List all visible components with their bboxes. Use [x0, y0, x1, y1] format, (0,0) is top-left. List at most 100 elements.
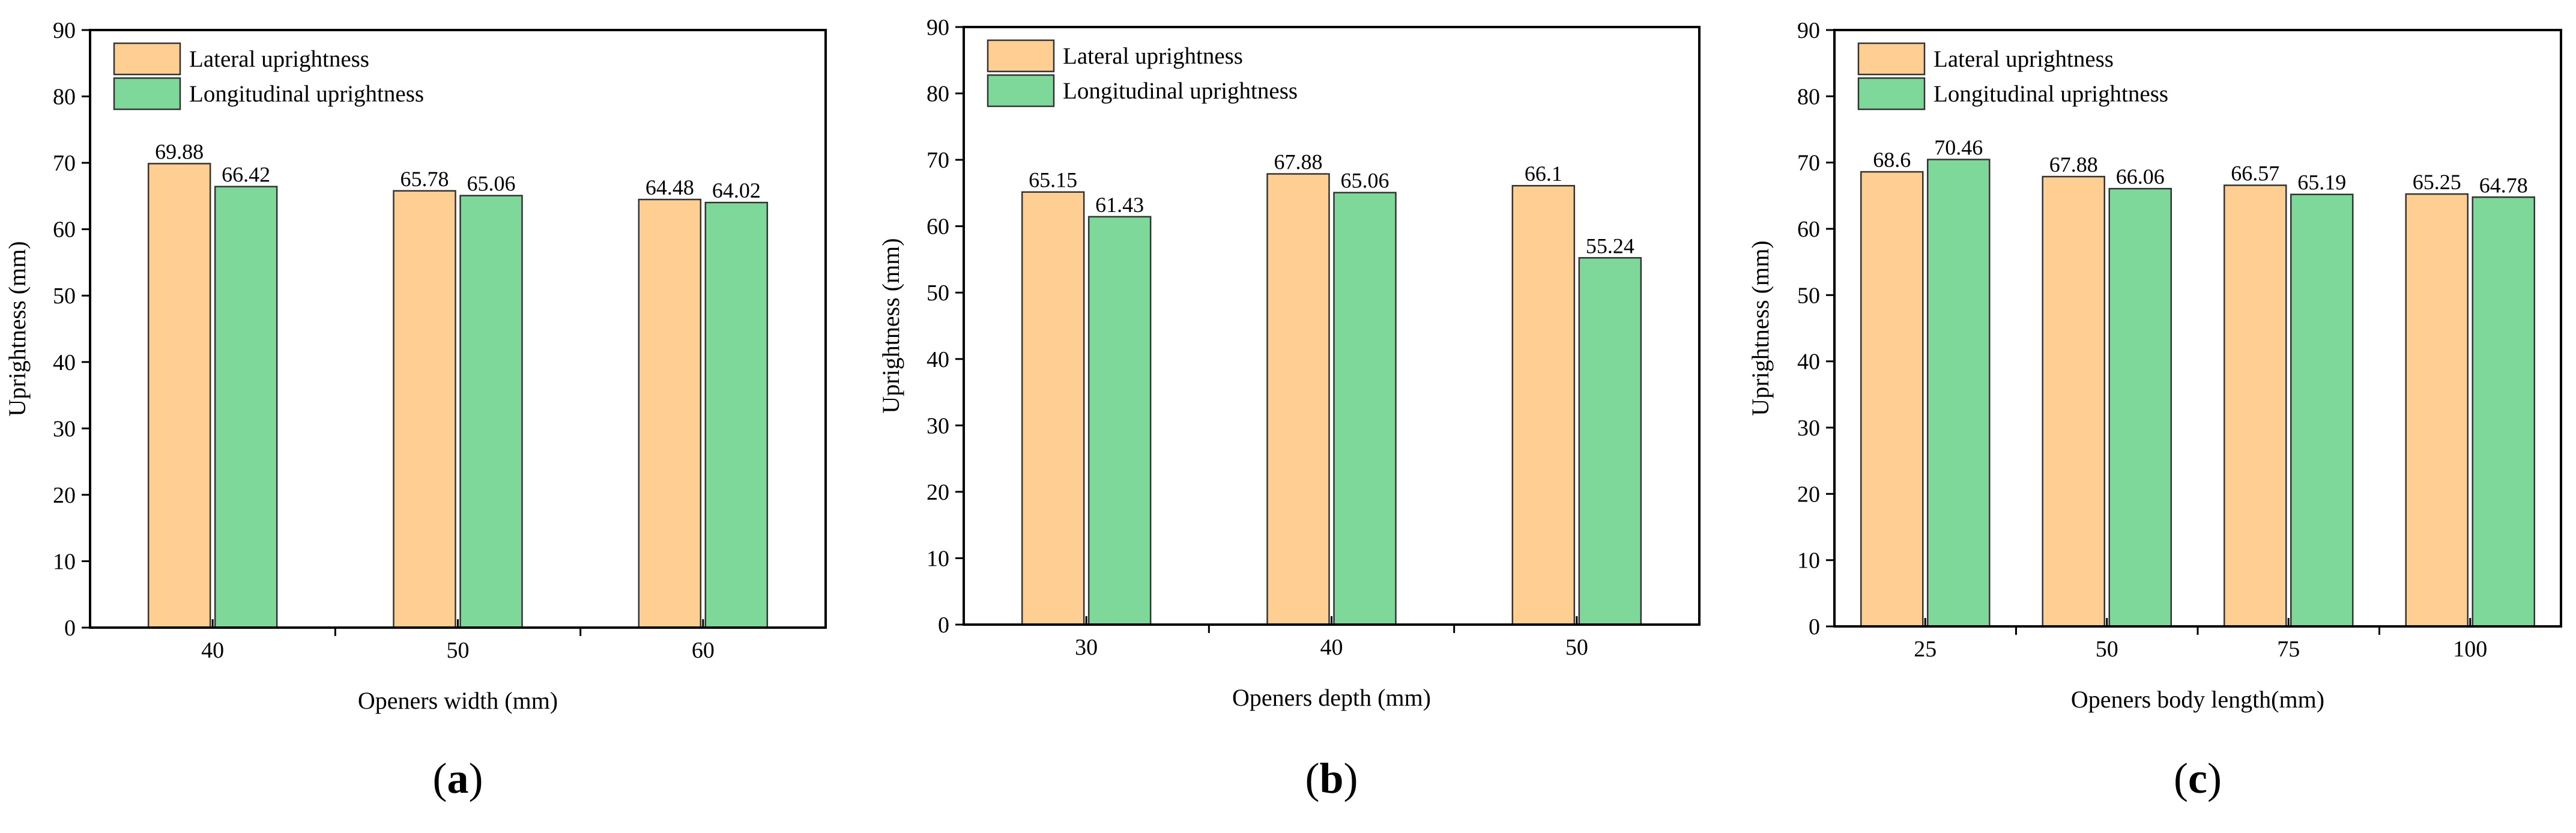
- y-tick-label: 50: [927, 280, 949, 306]
- bar-longitudinal-50: [2108, 187, 2172, 628]
- data-label: 65.06: [467, 172, 516, 196]
- y-tick-label: 60: [1797, 217, 1820, 242]
- y-tick-label: 90: [927, 15, 949, 40]
- x-axis-title: Openers width (mm): [358, 687, 558, 714]
- legend: Lateral uprightness Longitudinal uprightn…: [987, 39, 1298, 108]
- y-tick-label: 20: [927, 480, 949, 505]
- y-tick-label: 70: [53, 151, 76, 176]
- x-tick-label: 75: [2277, 637, 2300, 662]
- bar-longitudinal-60: [704, 201, 769, 629]
- bar-lateral-100: [2405, 193, 2469, 628]
- y-tick-label: 50: [53, 283, 76, 309]
- chart-panel-a: 69.88 65.78 64.48 66.42 65.06 64.02 0 10 20 30 40 5…: [4, 18, 827, 802]
- data-label: 67.88: [2049, 153, 2098, 177]
- x-tick-label: 50: [1565, 635, 1588, 660]
- legend-label: Lateral uprightness: [1934, 46, 2114, 72]
- legend-swatch-lateral: [1857, 42, 1926, 76]
- data-label: 65.25: [2413, 170, 2461, 194]
- x-tick-label: 30: [1075, 635, 1098, 660]
- y-tick-label: 60: [927, 214, 949, 240]
- data-label: 70.46: [1934, 136, 1983, 160]
- legend-label: Lateral uprightness: [189, 46, 369, 72]
- legend-label: Longitudinal uprightness: [1934, 81, 2168, 107]
- y-tick-label: 0: [64, 616, 76, 641]
- x-axis-title: Openers depth (mm): [1232, 684, 1431, 711]
- y-tick-label: 80: [53, 85, 76, 110]
- y-tick-label: 80: [927, 82, 949, 107]
- y-tick-label: 40: [1797, 350, 1820, 375]
- legend: Lateral uprightness Longitudinal uprightn…: [113, 42, 424, 111]
- y-tick-label: 70: [927, 148, 949, 173]
- bar-lateral-25: [1860, 171, 1924, 628]
- data-label: 55.24: [1586, 234, 1634, 258]
- bar-lateral-60: [638, 198, 702, 629]
- y-tick-label: 90: [53, 18, 76, 43]
- y-tick-label: 80: [1797, 84, 1820, 109]
- y-tick-label: 0: [938, 613, 949, 638]
- data-label: 64.48: [646, 175, 694, 199]
- data-label: 65.78: [401, 167, 449, 191]
- bar-lateral-40: [1266, 173, 1330, 626]
- y-tick-label: 0: [1809, 614, 1820, 640]
- chart-panel-c: 68.6 67.88 66.57 65.25 70.46 66.06 65.19 64.78 0…: [1747, 18, 2562, 802]
- bar-longitudinal-50: [1578, 257, 1642, 626]
- y-axis-title: Uprightness (mm): [877, 238, 904, 413]
- x-tick-label: 60: [692, 638, 715, 663]
- bar-lateral-50: [2042, 175, 2105, 628]
- y-tick-label: 90: [1797, 18, 1820, 43]
- x-tick-label: 40: [201, 638, 224, 663]
- bar-longitudinal-50: [459, 195, 523, 629]
- data-label: 66.42: [222, 163, 270, 187]
- legend-swatch-longitudinal: [1857, 77, 1926, 111]
- legend-label: Lateral uprightness: [1063, 43, 1243, 69]
- y-tick-label: 70: [1797, 151, 1820, 176]
- data-label: 67.88: [1274, 150, 1323, 174]
- bar-lateral-40: [147, 163, 211, 629]
- legend-swatch-lateral: [113, 42, 181, 76]
- y-tick-label: 20: [53, 483, 76, 508]
- legend-swatch-longitudinal: [987, 74, 1055, 108]
- data-label: 66.06: [2116, 165, 2165, 189]
- bar-longitudinal-30: [1087, 216, 1152, 626]
- chart-panel-b: 65.15 67.88 66.1 61.43 65.06 55.24 0 10 20 30 40 50…: [877, 15, 1701, 802]
- bar-longitudinal-25: [1927, 159, 1991, 628]
- bar-longitudinal-40: [214, 186, 278, 629]
- bar-lateral-50: [393, 190, 456, 629]
- y-tick-label: 40: [53, 350, 76, 375]
- y-tick-label: 10: [53, 549, 76, 574]
- legend: Lateral uprightness Longitudinal uprightn…: [1857, 42, 2168, 111]
- x-tick-label: 50: [2096, 637, 2118, 662]
- bar-longitudinal-75: [2290, 193, 2354, 628]
- bar-longitudinal-100: [2472, 196, 2535, 628]
- legend-label: Longitudinal uprightness: [1063, 78, 1298, 104]
- data-label: 65.06: [1341, 169, 1389, 193]
- x-tick-label: 25: [1914, 637, 1937, 662]
- panel-label: (c): [2174, 754, 2222, 802]
- data-label: 66.1: [1525, 162, 1562, 186]
- y-tick-label: 30: [927, 413, 949, 438]
- y-tick-label: 40: [927, 347, 949, 372]
- data-label: 61.43: [1095, 193, 1144, 217]
- legend-label: Longitudinal uprightness: [189, 81, 424, 107]
- legend-swatch-longitudinal: [113, 77, 181, 111]
- data-label: 69.88: [155, 139, 204, 163]
- x-tick-label: 50: [447, 638, 470, 663]
- panel-label: (b): [1305, 754, 1358, 802]
- bar-lateral-75: [2224, 184, 2287, 628]
- data-label: 64.78: [2479, 173, 2528, 197]
- y-axis-title: Uprightness (mm): [1747, 240, 1774, 416]
- y-tick-label: 30: [53, 416, 76, 441]
- x-axis-title: Openers body length(mm): [2071, 686, 2324, 713]
- data-label: 65.15: [1029, 168, 1077, 192]
- data-label: 65.19: [2297, 171, 2346, 195]
- bar-lateral-50: [1511, 184, 1576, 626]
- x-tick-label: 100: [2453, 637, 2487, 662]
- data-label: 66.57: [2231, 162, 2279, 186]
- y-axis-title: Uprightness (mm): [4, 241, 31, 416]
- panel-label: (a): [433, 754, 483, 802]
- legend-swatch-lateral: [987, 39, 1055, 73]
- y-tick-label: 60: [53, 217, 76, 243]
- bar-longitudinal-40: [1333, 192, 1397, 626]
- y-tick-label: 50: [1797, 283, 1820, 308]
